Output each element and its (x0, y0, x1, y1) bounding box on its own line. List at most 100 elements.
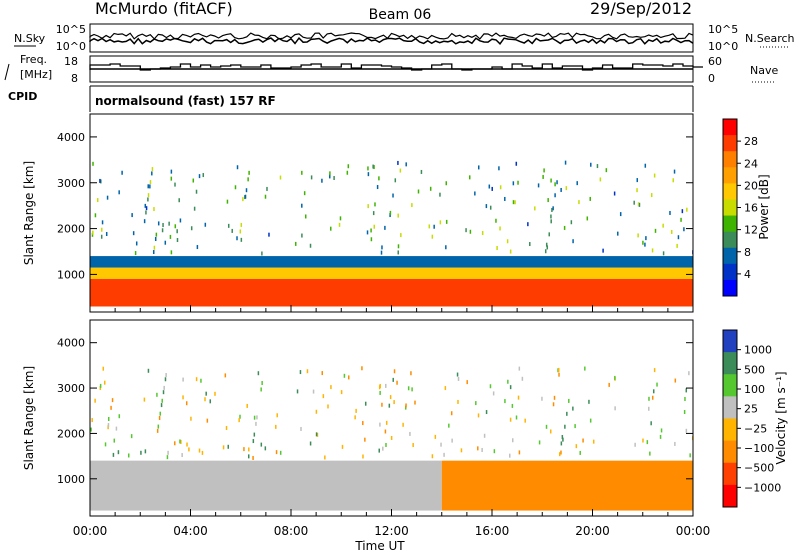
velocity-echo-198 (511, 438, 514, 443)
power-colorbar-swatch-6 (723, 215, 737, 233)
x-tick-labels: 00:00 04:00 08:00 12:00 16:00 20:00 00:00 (73, 524, 711, 538)
velocity-colorbar-swatch-2 (723, 374, 737, 397)
power-echo-93 (439, 192, 441, 197)
power-colorbar-swatch-9 (723, 263, 737, 281)
velocity-echo-162 (660, 428, 663, 433)
velocity-echo-81 (562, 437, 564, 442)
velocity-echo-18 (652, 389, 655, 394)
velocity-echo-96 (255, 421, 257, 426)
velocity-echo-168 (560, 441, 563, 446)
velocity-echo-102 (104, 442, 107, 447)
power-colorbar-tick-label-2: 20 (744, 179, 758, 192)
velocity-echo-70 (393, 400, 395, 405)
power-echo-9 (367, 172, 370, 177)
velocity-echo-0 (651, 395, 654, 400)
power-echo-219 (169, 234, 172, 239)
power-echo-86 (164, 240, 167, 245)
noise-sky-trace (89, 36, 694, 45)
velocity-colorbar-swatch-6 (723, 462, 737, 486)
power-band-1 (90, 267, 693, 279)
velocity-echo-111 (689, 453, 691, 458)
velocity-echo-1 (379, 422, 381, 427)
power-echo-113 (373, 165, 375, 170)
power-ytick-label-4000: 4000 (57, 131, 85, 144)
power-echo-135 (399, 168, 402, 173)
power-echo-211 (481, 231, 484, 236)
power-echo-190 (248, 170, 250, 175)
power-echo-23 (192, 178, 195, 183)
velocity-colorbar-tick-label-2: 100 (744, 383, 765, 396)
power-colorbar-swatch-1 (723, 135, 737, 152)
power-echo-144 (619, 212, 622, 217)
velocity-colorbar-tick-label-5: −100 (744, 442, 774, 455)
power-echo-141 (106, 195, 109, 200)
power-echo-164 (637, 202, 640, 207)
cpid-label: CPID (8, 90, 37, 103)
velocity-echo-15 (684, 396, 686, 401)
power-echo-122 (417, 189, 420, 194)
power-echo-115 (677, 235, 680, 240)
power-echo-119 (264, 194, 267, 199)
velocity-echo-21 (156, 428, 159, 433)
velocity-echo-169 (656, 382, 658, 387)
velocity-echo-95 (509, 385, 512, 390)
x-tick-label-4: 16:00 (475, 524, 510, 538)
power-echo-82 (91, 232, 94, 237)
power-colorbar-swatch-4 (723, 183, 737, 200)
power-echo-52 (542, 174, 544, 179)
power-echo-85 (550, 219, 552, 224)
velocity-echo-196 (299, 370, 302, 375)
velocity-echo-161 (253, 415, 256, 420)
velocity-echo-197 (456, 372, 459, 377)
velocity-echo-34 (140, 450, 142, 455)
velocity-echo-54 (504, 399, 506, 404)
velocity-echo-173 (321, 371, 323, 376)
velocity-echo-164 (364, 401, 367, 406)
velocity-x-ticks (89, 509, 694, 516)
velocity-echo-79 (174, 441, 176, 446)
power-echo-39 (662, 223, 664, 228)
power-echo-55 (372, 211, 375, 216)
power-band-2 (90, 256, 693, 268)
power-echo-44 (195, 189, 198, 194)
power-colorbar-swatch-3 (723, 167, 737, 184)
velocity-echo-116 (94, 398, 96, 403)
velocity-echo-67 (340, 390, 343, 395)
power-echo-140 (468, 175, 471, 180)
x-tick-label-1: 04:00 (173, 524, 208, 538)
velocity-echo-126 (206, 418, 209, 423)
velocity-echo-140 (330, 385, 332, 390)
power-echo-160 (397, 250, 399, 255)
velocity-echo-99 (186, 442, 188, 447)
velocity-echo-29 (112, 452, 115, 457)
power-echo-147 (366, 230, 369, 235)
velocity-echo-108 (507, 379, 509, 384)
velocity-colorbar-tick-label-0: 1000 (744, 344, 772, 357)
velocity-echo-202 (517, 395, 520, 400)
power-echo-40 (491, 186, 493, 191)
velocity-echo-68 (225, 426, 228, 431)
power-colorbar-tick-label-0: 28 (744, 135, 758, 148)
power-colorbar-swatch-8 (723, 247, 737, 265)
velocity-echo-174 (410, 371, 412, 376)
power-echo-121 (552, 206, 554, 211)
x-tick-label-6: 00:00 (676, 524, 711, 538)
velocity-echo-91 (409, 431, 411, 436)
velocity-echo-16 (541, 396, 543, 401)
power-echo-161 (509, 249, 512, 254)
power-echo-46 (240, 222, 243, 227)
frequency-trace (89, 63, 703, 71)
power-echo-60 (196, 245, 199, 250)
power-echo-1 (143, 219, 146, 224)
power-echo-32 (613, 191, 616, 196)
power-echo-142 (245, 188, 248, 193)
velocity-echo-65 (315, 409, 318, 414)
power-echo-165 (242, 197, 244, 202)
power-echo-184 (499, 226, 501, 231)
power-echo-110 (333, 176, 335, 181)
velocity-y-axis: 1000 2000 3000 4000 (57, 337, 693, 486)
power-echo-16 (389, 210, 392, 215)
power-echo-73 (147, 193, 150, 198)
velocity-echo-123 (388, 403, 391, 408)
velocity-echo-213 (167, 450, 169, 455)
